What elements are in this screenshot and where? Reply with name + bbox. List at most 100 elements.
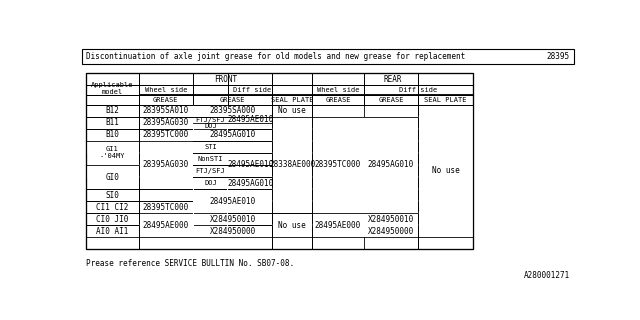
Text: 28395TC000: 28395TC000 — [143, 131, 189, 140]
Bar — [312, 176, 364, 178]
Bar — [419, 116, 473, 118]
Bar — [193, 201, 228, 213]
Text: A280001271: A280001271 — [524, 271, 570, 280]
Bar — [419, 152, 473, 154]
Bar — [364, 224, 419, 226]
Text: GREASE: GREASE — [325, 97, 351, 103]
Text: 28495AE010: 28495AE010 — [227, 116, 273, 124]
Text: 28395: 28395 — [547, 52, 570, 61]
Bar — [419, 200, 473, 202]
Bar — [273, 176, 312, 178]
Text: X284950010: X284950010 — [210, 214, 256, 224]
Text: GREASE: GREASE — [153, 97, 179, 103]
Bar — [227, 201, 228, 213]
Bar — [138, 152, 193, 154]
Bar — [193, 200, 273, 202]
Bar — [364, 213, 419, 237]
Text: 28338AE000: 28338AE000 — [269, 161, 316, 170]
Text: 28395SA000: 28395SA000 — [210, 107, 256, 116]
Text: FTJ/SFJ: FTJ/SFJ — [196, 117, 225, 123]
Bar — [419, 128, 473, 130]
Bar — [86, 141, 193, 153]
Bar — [419, 164, 473, 166]
Bar — [312, 128, 364, 130]
Text: 28495AG010: 28495AG010 — [368, 161, 414, 170]
Bar — [312, 188, 364, 190]
Bar — [138, 224, 193, 226]
Bar — [138, 176, 193, 178]
Bar — [312, 152, 364, 154]
Bar — [419, 224, 473, 226]
Text: B12: B12 — [106, 107, 119, 116]
Text: Applicable
model: Applicable model — [91, 83, 134, 95]
Text: NonSTI: NonSTI — [198, 156, 223, 162]
Text: CI1 CI2: CI1 CI2 — [96, 203, 129, 212]
Bar — [86, 73, 473, 249]
Bar — [419, 140, 473, 142]
Text: REAR: REAR — [383, 75, 402, 84]
Text: No use: No use — [278, 220, 306, 229]
Bar — [193, 129, 228, 141]
Text: CI0 JI0: CI0 JI0 — [96, 214, 129, 224]
Bar — [227, 225, 228, 237]
Bar — [364, 140, 419, 142]
Bar — [364, 176, 419, 178]
Bar — [138, 141, 193, 189]
Bar — [86, 73, 473, 249]
Bar — [227, 105, 228, 117]
Bar — [364, 188, 419, 190]
Text: Diff side: Diff side — [234, 87, 272, 93]
Bar — [364, 200, 419, 202]
Text: SI0: SI0 — [106, 190, 119, 199]
Bar — [227, 189, 228, 201]
Bar — [312, 117, 364, 213]
Text: 28495AG010: 28495AG010 — [210, 131, 256, 140]
Bar — [364, 117, 419, 213]
Text: Wheel side: Wheel side — [145, 87, 187, 93]
Bar — [273, 140, 312, 142]
Text: SEAL PLATE: SEAL PLATE — [424, 97, 467, 103]
Bar — [273, 117, 312, 213]
Text: No use: No use — [278, 107, 306, 116]
Bar — [138, 164, 193, 166]
Text: FTJ/SFJ: FTJ/SFJ — [196, 168, 225, 174]
Bar — [273, 128, 312, 130]
Text: 28395TC000: 28395TC000 — [315, 161, 361, 170]
Text: B10: B10 — [106, 131, 119, 140]
Bar — [193, 213, 228, 237]
Text: 28395AG030: 28395AG030 — [143, 161, 189, 170]
Text: FRONT: FRONT — [214, 75, 237, 84]
Bar — [364, 164, 419, 166]
Bar — [312, 213, 364, 237]
Bar — [364, 128, 419, 130]
Text: GI1
-'04MY: GI1 -'04MY — [99, 147, 125, 159]
Bar — [273, 200, 312, 202]
Bar — [419, 188, 473, 190]
Text: 28495AE010: 28495AE010 — [210, 196, 256, 205]
Text: 28495AG010: 28495AG010 — [227, 179, 273, 188]
Bar — [227, 129, 228, 141]
Bar — [273, 188, 312, 190]
Bar — [227, 213, 228, 225]
Text: Wheel side: Wheel side — [317, 87, 359, 93]
Bar — [193, 105, 228, 117]
Text: X284950010: X284950010 — [368, 214, 414, 224]
Text: X284950000: X284950000 — [210, 227, 256, 236]
Bar — [86, 165, 193, 177]
Bar — [273, 152, 312, 154]
Text: 28395AG030: 28395AG030 — [143, 118, 189, 127]
Bar — [86, 73, 473, 249]
Text: GREASE: GREASE — [220, 97, 246, 103]
Bar — [419, 212, 473, 214]
Text: SEAL PLATE: SEAL PLATE — [271, 97, 314, 103]
Text: No use: No use — [431, 166, 460, 175]
Bar — [312, 224, 364, 226]
Bar — [364, 152, 419, 154]
Text: 28495AE010: 28495AE010 — [227, 161, 273, 170]
Bar — [419, 105, 473, 237]
Bar — [273, 164, 312, 166]
Bar — [419, 176, 473, 178]
Bar — [86, 152, 193, 154]
Text: 28395SA010: 28395SA010 — [143, 107, 189, 116]
Bar — [273, 224, 312, 226]
